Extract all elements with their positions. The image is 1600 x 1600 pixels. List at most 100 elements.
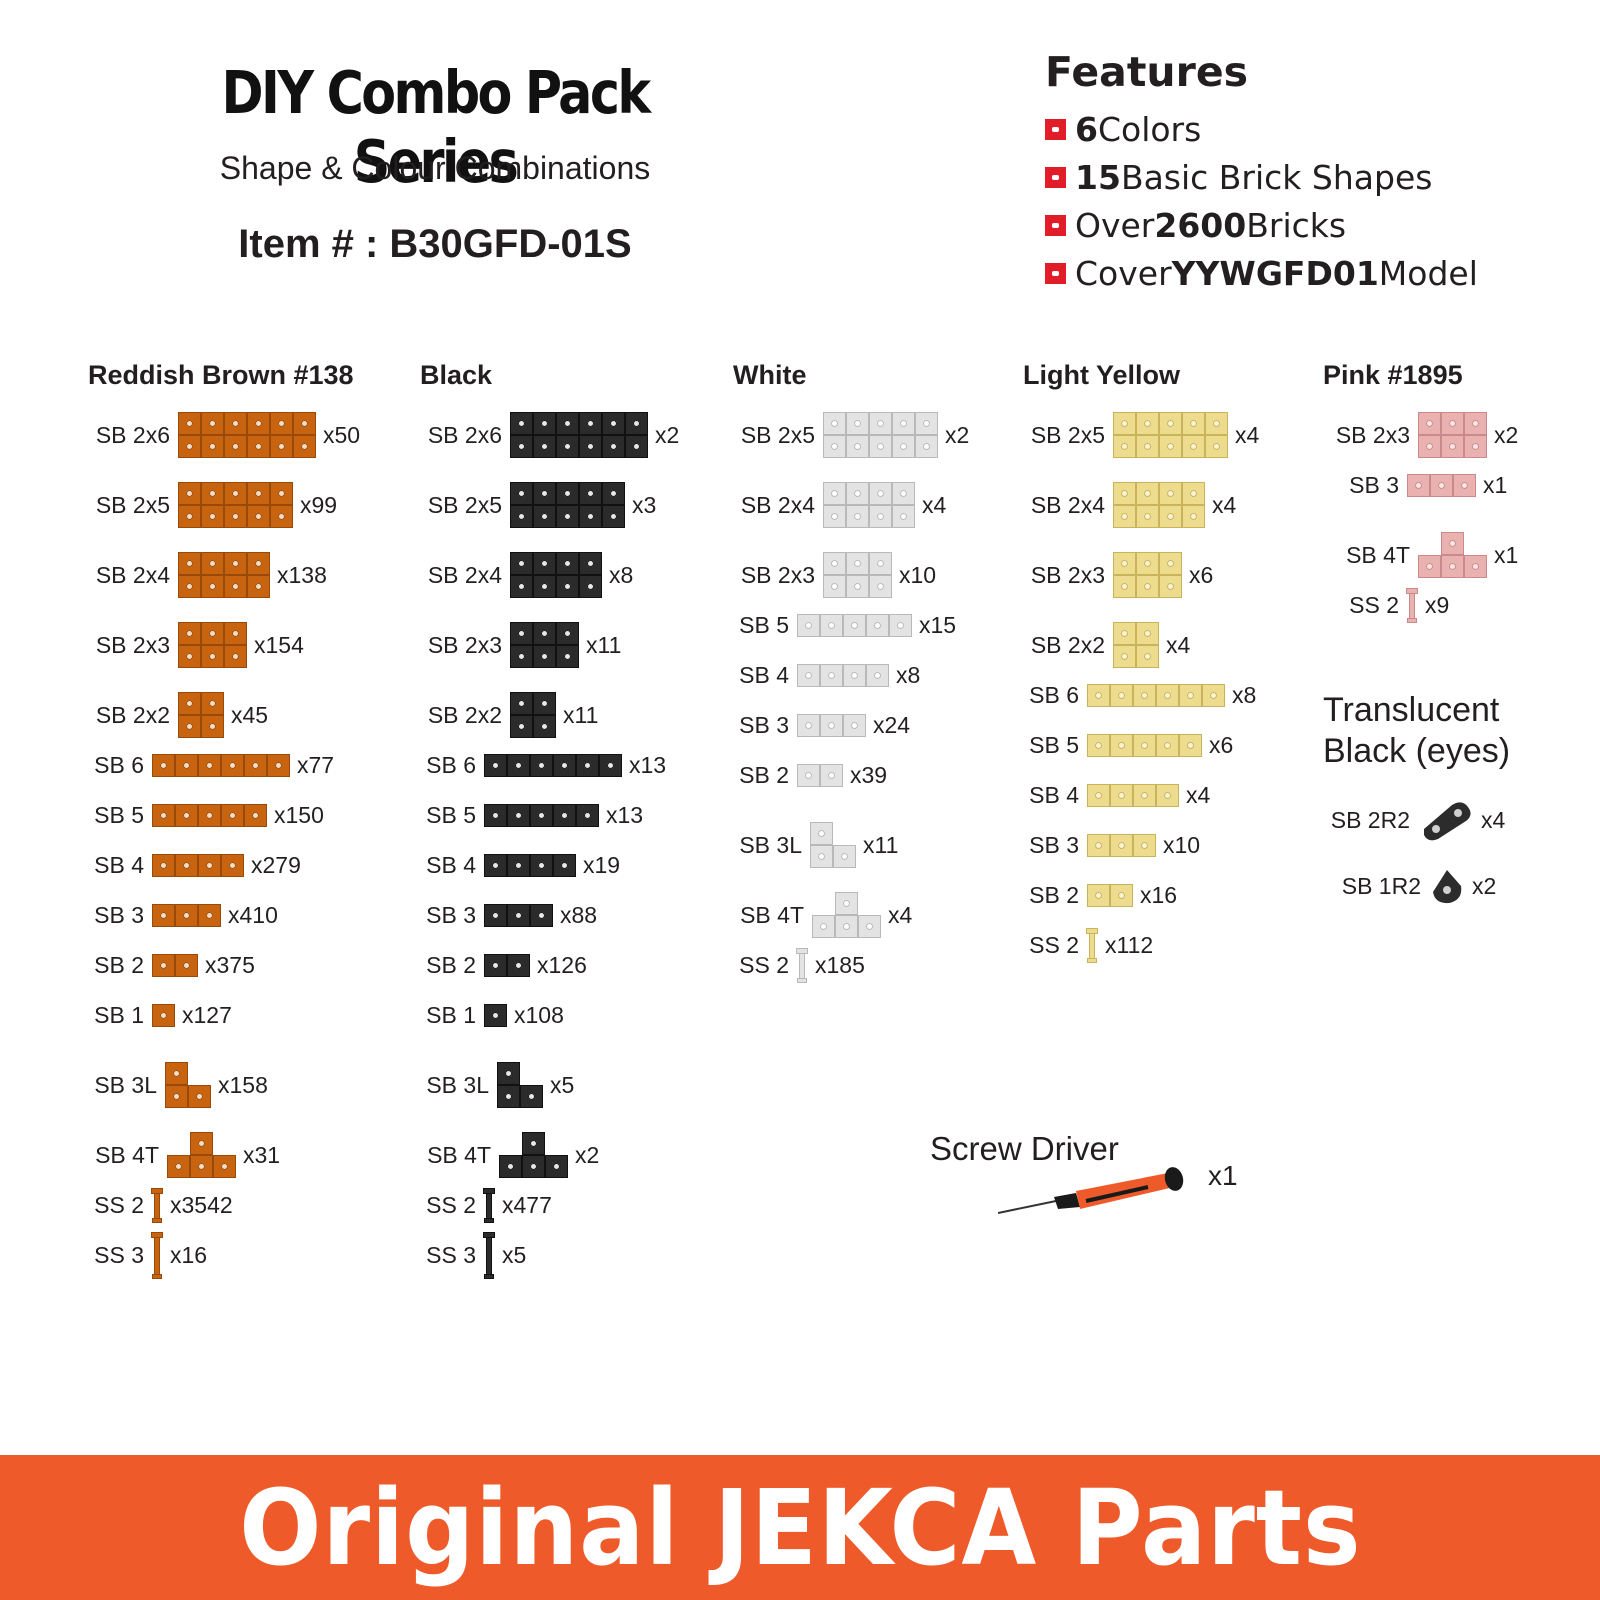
brick-hole <box>499 1155 522 1178</box>
part-row: SB 2x3 x154 <box>88 622 304 668</box>
brick-hole <box>510 435 533 458</box>
part-row: SB 2x3 x2 <box>1323 412 1518 458</box>
brick-hole <box>869 482 892 505</box>
column-heading: Pink #1895 <box>1323 360 1463 390</box>
brick-hole <box>267 753 290 777</box>
screw-icon <box>151 1187 163 1223</box>
translucent-title-line1: Translucent <box>1323 691 1500 729</box>
brick-hole <box>797 663 820 687</box>
brick-hole <box>533 575 556 598</box>
brick-hole <box>1110 883 1133 907</box>
part-label: SB 4 <box>1029 781 1079 808</box>
brick-hole <box>221 753 244 777</box>
part-label: SB 2x3 <box>427 631 502 658</box>
brick-hole <box>1156 733 1179 757</box>
part-label: SB 2x3 <box>1030 561 1105 588</box>
part-label: SB 2x5 <box>95 491 170 518</box>
brick-2x5-icon <box>823 412 938 458</box>
brick-hole <box>1182 435 1205 458</box>
part-quantity: x2 <box>1494 421 1519 448</box>
feature-item-colors: 6 Colors <box>1045 110 1201 149</box>
brick-hole <box>797 613 820 637</box>
part-label: SS 2 <box>1029 931 1079 958</box>
brick-hole <box>244 753 267 777</box>
translucent-section: Translucent Black (eyes) SB 2R2 x4 SB 1R… <box>1323 690 1510 914</box>
brick-hole <box>1464 412 1487 435</box>
part-row: SB 3 x24 <box>733 702 910 748</box>
part-row: SB 6 x13 <box>420 742 666 788</box>
part-row: SB 1 x127 <box>88 992 232 1038</box>
brick-hole <box>270 435 293 458</box>
brick-2x2-icon <box>1113 622 1159 668</box>
brick-hole <box>224 412 247 435</box>
brick-hole <box>846 435 869 458</box>
brick-hole <box>869 552 892 575</box>
brick-hole <box>484 953 507 977</box>
part-row: SB 2x2 x4 <box>1023 622 1190 668</box>
brick-hole <box>556 482 579 505</box>
brick-2-icon <box>1087 883 1133 907</box>
brick-2x5-icon <box>510 482 625 528</box>
brick-hole <box>556 645 579 668</box>
part-quantity: x4 <box>1186 781 1211 808</box>
brick-hole <box>247 435 270 458</box>
brick-hole <box>869 575 892 598</box>
brick-hole <box>497 1062 520 1085</box>
brick-hole <box>201 575 224 598</box>
part-quantity: x4 <box>922 491 947 518</box>
brick-hole <box>602 412 625 435</box>
brick-3-icon <box>797 713 866 737</box>
brick-hole <box>576 803 599 827</box>
brick-hole <box>1179 733 1202 757</box>
brick-5-icon <box>152 803 267 827</box>
brick-hole <box>1159 435 1182 458</box>
part-quantity: x13 <box>606 801 644 828</box>
brick-hole <box>892 482 915 505</box>
column-heading: Reddish Brown #138 <box>88 360 354 390</box>
brick-hole <box>1113 482 1136 505</box>
brick-hole <box>1133 833 1156 857</box>
brick-2x4-icon <box>178 552 270 598</box>
brick-hole <box>810 845 833 868</box>
part-row: SB 2 x375 <box>88 942 255 988</box>
brick-hole <box>221 803 244 827</box>
brick-hole <box>846 552 869 575</box>
brick-hole <box>178 482 201 505</box>
part-label: SS 3 <box>94 1241 144 1268</box>
brick-hole <box>889 613 912 637</box>
brick-hole <box>1113 412 1136 435</box>
brick-hole <box>507 953 530 977</box>
brick-hole <box>224 435 247 458</box>
brick-hole <box>866 663 889 687</box>
brick-hole <box>915 412 938 435</box>
brick-hole <box>178 715 201 738</box>
part-quantity: x375 <box>205 951 255 978</box>
part-label: SB 2x4 <box>740 491 815 518</box>
part-quantity: x77 <box>297 751 335 778</box>
brick-hole <box>484 1003 507 1027</box>
part-quantity: x10 <box>1163 831 1201 858</box>
brick-hole <box>579 552 602 575</box>
part-quantity: x13 <box>629 751 667 778</box>
brick-hole <box>247 505 270 528</box>
brick-hole <box>1453 473 1476 497</box>
brick-hole <box>484 803 507 827</box>
brick-hole <box>1133 783 1156 807</box>
part-row: SB 6 x77 <box>88 742 334 788</box>
part-label: SB 3 <box>426 901 476 928</box>
brick-hole <box>1159 482 1182 505</box>
part-row: SB 3L x5 <box>420 1062 574 1108</box>
part-label: SB 2x2 <box>427 701 502 728</box>
brick-3l-icon <box>497 1062 543 1108</box>
part-label: SB 2x4 <box>427 561 502 588</box>
brick-hole <box>869 412 892 435</box>
brick-hole <box>1407 473 1430 497</box>
brick-hole <box>625 435 648 458</box>
brick-3-icon <box>152 903 221 927</box>
part-quantity: x127 <box>182 1001 232 1028</box>
brick-hole <box>553 753 576 777</box>
part-quantity: x138 <box>277 561 327 588</box>
brick-4t-icon <box>167 1132 236 1178</box>
brick-hole <box>823 505 846 528</box>
brick-hole <box>835 915 858 938</box>
